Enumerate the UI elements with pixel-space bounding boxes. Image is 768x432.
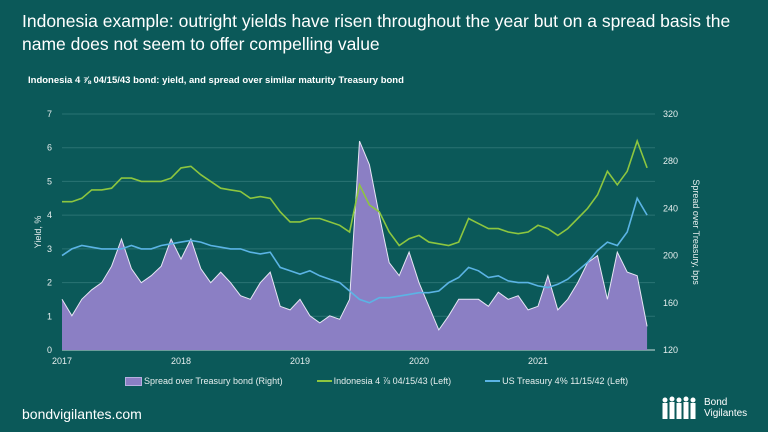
y2-tick-label: 200 — [663, 251, 678, 261]
legend-label: Spread over Treasury bond (Right) — [144, 376, 283, 386]
y-tick-label: 7 — [47, 109, 52, 119]
y-tick-label: 0 — [47, 345, 52, 355]
legend-swatch-indonesia — [316, 380, 332, 382]
x-tick-label: 2020 — [409, 356, 429, 366]
legend-item-spread: Spread over Treasury bond (Right) — [125, 376, 283, 386]
people-logo-icon — [662, 396, 696, 419]
y-tick-label: 2 — [47, 278, 52, 288]
spread-outline — [61, 140, 648, 331]
x-tick-label: 2021 — [528, 356, 548, 366]
chart-title: Indonesia 4 ⅞ 04/15/43 bond: yield, and … — [28, 75, 404, 86]
y2-tick-label: 160 — [663, 298, 678, 308]
legend-swatch-spread — [125, 376, 142, 386]
y2-axis-label: Spread over Treasury, bps — [691, 179, 701, 285]
legend: Spread over Treasury bond (Right) Indone… — [125, 376, 628, 386]
y2-tick-label: 320 — [663, 109, 678, 119]
x-tick-label: 2019 — [290, 356, 310, 366]
y-tick-label: 6 — [47, 143, 52, 153]
slide-title: Indonesia example: outright yields have … — [22, 11, 731, 54]
legend-label: US Treasury 4% 11/15/42 (Left) — [502, 376, 629, 386]
indonesia-yield-line — [62, 138, 648, 247]
legend-item-indonesia: Indonesia 4 ⅞ 04/15/43 (Left) — [316, 376, 452, 386]
legend-item-ust: US Treasury 4% 11/15/42 (Left) — [485, 376, 628, 386]
y-tick-label: 4 — [47, 210, 52, 220]
chart-marks — [61, 138, 648, 350]
x-tick-label: 2017 — [52, 356, 72, 366]
axis-ticks: 0 1 2 3 4 5 6 7 120 160 200 240 280 320 2017 2018 2019 20… — [47, 109, 678, 366]
legend-label: Indonesia 4 ⅞ 04/15/43 (Left) — [333, 376, 452, 386]
ust-yield-line — [61, 196, 648, 304]
legend-swatch-ust — [485, 380, 501, 382]
y2-tick-label: 120 — [663, 345, 678, 355]
y2-tick-label: 240 — [663, 203, 678, 213]
y-axis-label: Yield, % — [33, 216, 43, 249]
footer-website: bondvigilantes.com — [22, 406, 142, 422]
bond-vigilantes-logo: Bond Vigilantes — [660, 396, 747, 420]
logo-text: Bond — [704, 397, 728, 408]
logo-text: Vigilantes — [704, 408, 748, 419]
y2-tick-label: 280 — [663, 156, 678, 166]
y-tick-label: 5 — [47, 176, 52, 186]
spread-area — [62, 141, 648, 350]
y-tick-label: 1 — [47, 311, 52, 321]
x-tick-label: 2018 — [171, 356, 191, 366]
y-tick-label: 3 — [47, 244, 52, 254]
